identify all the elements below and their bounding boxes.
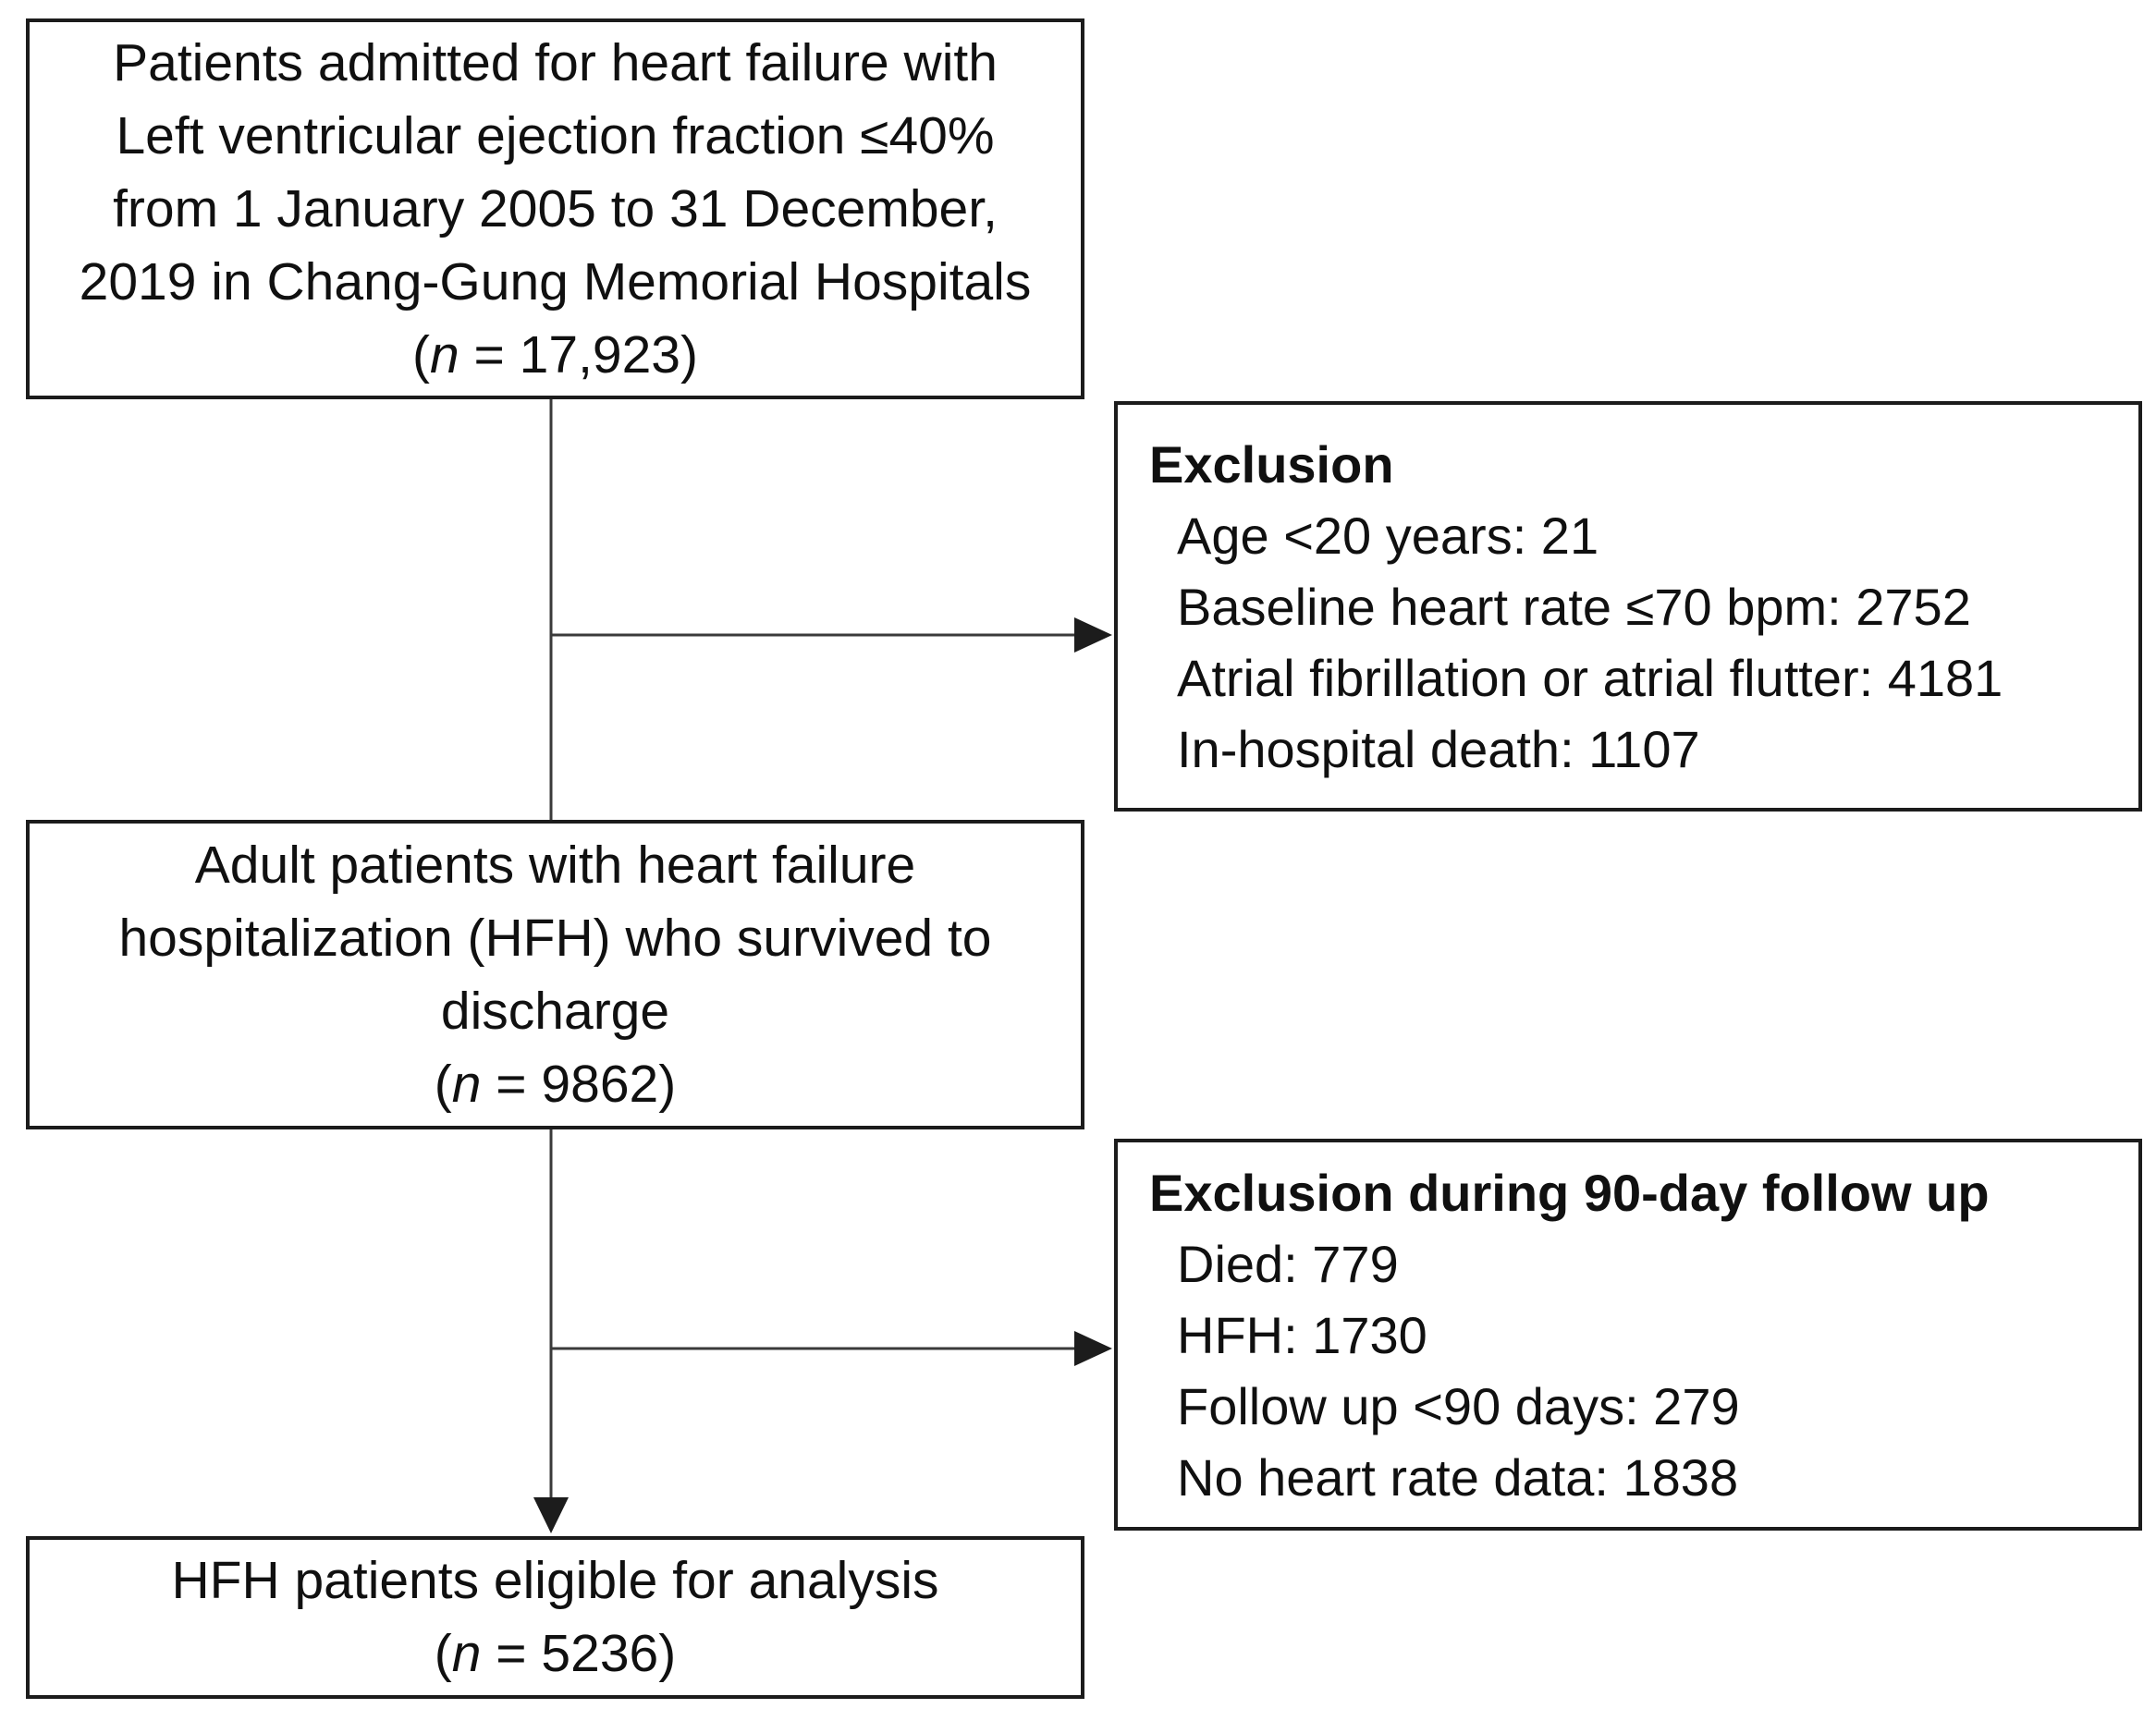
count-n-symbol: n	[451, 1624, 482, 1683]
count-n-symbol: n	[430, 324, 459, 384]
enrollment-line: Patients admitted for heart failure with	[113, 32, 998, 92]
survivors-line: Adult patients with heart failure	[194, 835, 916, 895]
count-value: = 9862)	[481, 1054, 677, 1114]
exclusion-initial-item: In-hospital death: 1107	[1177, 719, 1700, 778]
count-open: (	[434, 1624, 452, 1683]
box-enrollment: Patients admitted for heart failure with…	[26, 18, 1084, 399]
enrollment-line: Left ventricular ejection fraction ≤40%	[116, 105, 995, 165]
exclusion-initial-item: Age <20 years: 21	[1177, 506, 1599, 565]
enrollment-line: 2019 in Chang-Gung Memorial Hospitals	[79, 251, 1032, 311]
box-exclusion-initial: Exclusion Age <20 years: 21 Baseline hea…	[1114, 401, 2142, 812]
survivors-line: hospitalization (HFH) who survived to	[118, 908, 992, 968]
count-open: (	[434, 1054, 452, 1114]
arrowhead-eligible-icon	[533, 1497, 569, 1533]
count-n-symbol: n	[451, 1054, 482, 1114]
exclusion-initial-item: Atrial fibrillation or atrial flutter: 4…	[1177, 648, 2003, 707]
box-exclusion-followup: Exclusion during 90-day follow up Died: …	[1114, 1139, 2142, 1531]
exclusion-initial-item: Baseline heart rate ≤70 bpm: 2752	[1177, 577, 1971, 636]
exclusion-followup-title: Exclusion during 90-day follow up	[1149, 1163, 1990, 1222]
count-value: = 17,923)	[459, 324, 698, 384]
count-value: = 5236)	[481, 1624, 677, 1683]
survivors-count: (n = 9862)	[435, 1048, 676, 1121]
arrowhead-exclusion-initial-icon	[1074, 617, 1112, 653]
eligible-line: HFH patients eligible for analysis	[171, 1551, 939, 1610]
count-open: (	[412, 324, 430, 384]
box-survivors: Adult patients with heart failure hospit…	[26, 820, 1084, 1129]
exclusion-followup-item: Follow up <90 days: 279	[1177, 1376, 1740, 1435]
survivors-line: discharge	[440, 981, 670, 1041]
enrollment-count: (n = 17,923)	[412, 319, 698, 392]
box-eligible: HFH patients eligible for analysis (n = …	[26, 1536, 1084, 1699]
exclusion-followup-item: Died: 779	[1177, 1234, 1399, 1293]
exclusion-followup-item: No heart rate data: 1838	[1177, 1447, 1739, 1507]
arrowhead-exclusion-followup-icon	[1074, 1331, 1112, 1366]
enrollment-line: from 1 January 2005 to 31 December,	[113, 178, 998, 238]
exclusion-followup-item: HFH: 1730	[1177, 1305, 1427, 1364]
eligible-count: (n = 5236)	[435, 1617, 676, 1690]
exclusion-initial-title: Exclusion	[1149, 434, 1394, 494]
